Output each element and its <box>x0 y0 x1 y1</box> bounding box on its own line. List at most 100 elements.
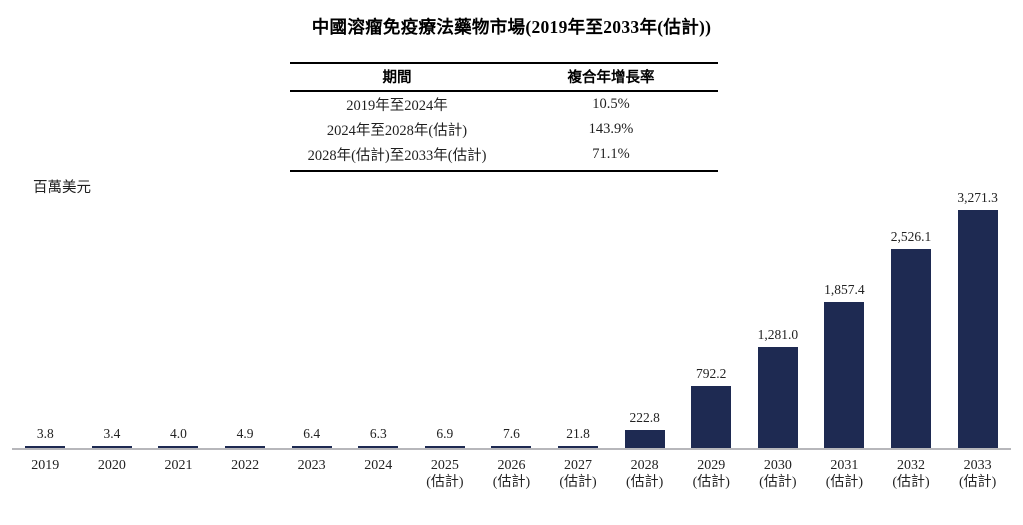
year-label: 2028 <box>630 458 659 473</box>
bar-value-label: 6.9 <box>436 426 454 441</box>
bar-column-2032: 2,526.1 <box>878 190 945 448</box>
period-cell: 2028年(估計)至2033年(估計) <box>290 142 504 172</box>
cagr-table-header-period: 期間 <box>290 62 504 92</box>
bar <box>158 446 199 448</box>
period-cell: 2024年至2028年(估計) <box>326 123 468 139</box>
x-axis-label-2032: 2032 (估計) <box>878 457 945 491</box>
x-axis-label-2027: 2027 (估計) <box>545 457 612 491</box>
year-label: 2025 <box>430 458 459 473</box>
bar-value-label: 222.8 <box>629 410 660 426</box>
bar-column-2023: 6.4 <box>278 190 345 448</box>
bar-column-2029: 792.2 <box>678 190 745 448</box>
bar-value-label: 7.6 <box>503 426 520 441</box>
estimate-label: (估計) <box>492 475 531 490</box>
bar-value-label: 2,526.1 <box>890 228 932 244</box>
year-label: 2033 <box>963 458 992 473</box>
estimate-label: (估計) <box>692 475 730 490</box>
year-label: 2024 <box>364 458 393 473</box>
year-label: 2030 <box>763 458 792 473</box>
estimate-label: (估計) <box>625 475 664 490</box>
x-axis-label-2020: 2020 <box>79 457 146 491</box>
bar-chart-plot-area: 3.8 3.4 4.0 4.9 6.4 6.3 6.9 7.6 21.8 222.8 792.2 1,… <box>12 190 1011 450</box>
bar-column-2028: 222.8 <box>611 190 678 448</box>
x-axis-label-2026: 2026 (估計) <box>478 457 545 491</box>
cagr-table-header-row: 期間 複合年增長率 <box>290 62 718 92</box>
bar-value-label: 6.3 <box>369 426 387 441</box>
estimate-label: (估計) <box>426 475 464 490</box>
bar <box>824 301 865 448</box>
x-axis-label-2033: 2033 (估計) <box>944 457 1011 491</box>
cagr-cell: 71.1% <box>504 142 718 172</box>
estimate-label: (估計) <box>958 475 997 490</box>
bar-value-label: 4.0 <box>170 426 187 441</box>
bar <box>624 430 665 448</box>
bar <box>491 446 532 448</box>
table-row: 2028年(估計)至2033年(估計) 71.1% <box>290 142 718 172</box>
bar <box>25 446 66 448</box>
period-cell: 2019年至2024年 <box>346 98 448 114</box>
bar-value-label: 3,271.3 <box>957 190 998 205</box>
bar <box>691 385 732 448</box>
bar <box>957 210 998 448</box>
year-label: 2023 <box>297 458 326 473</box>
x-axis-label-2024: 2024 <box>345 457 412 491</box>
year-label: 2019 <box>31 458 60 473</box>
cagr-table-header-cagr: 複合年增長率 <box>504 62 718 92</box>
year-label: 2021 <box>164 458 193 473</box>
bar-value-label: 4.9 <box>236 426 254 441</box>
bar <box>91 446 132 448</box>
bar <box>424 446 465 448</box>
x-axis-label-2030: 2030 (估計) <box>745 457 812 491</box>
cagr-cell: 10.5% <box>592 96 630 112</box>
year-label: 2026 <box>497 458 526 473</box>
bar <box>225 446 266 448</box>
bar-column-2031: 1,857.4 <box>811 190 878 448</box>
year-label: 2027 <box>564 458 593 473</box>
x-axis-label-2023: 2023 <box>278 457 345 491</box>
table-row: 2019年至2024年 10.5% <box>290 91 718 117</box>
bar-column-2024: 6.3 <box>345 190 412 448</box>
cagr-cell: 143.9% <box>588 121 634 137</box>
y-axis-unit-label: 百萬美元 <box>33 180 91 196</box>
bar <box>757 347 798 448</box>
bar-column-2033: 3,271.3 <box>944 190 1011 448</box>
x-axis-label-2021: 2021 <box>145 457 212 491</box>
bar-column-2030: 1,281.0 <box>745 190 812 448</box>
x-axis-label-2025: 2025 (估計) <box>412 457 479 491</box>
x-axis-label-2022: 2022 <box>212 457 279 491</box>
bar <box>358 446 399 448</box>
bar-column-2027: 21.8 <box>545 190 612 448</box>
year-label: 2031 <box>830 458 859 473</box>
bar-column-2020: 3.4 <box>79 190 146 448</box>
year-label: 2022 <box>231 458 260 473</box>
bar-value-label: 3.8 <box>36 426 54 441</box>
bar-value-label: 1,857.4 <box>824 281 865 297</box>
bar-value-label: 3.4 <box>103 426 121 441</box>
year-label: 2029 <box>697 458 726 473</box>
bar-value-label: 792.2 <box>696 365 727 381</box>
chart-title: 中國溶瘤免疫療法藥物市場(2019年至2033年(估計)) <box>311 17 712 37</box>
bar-value-label: 6.4 <box>303 426 321 441</box>
x-axis-label-2031: 2031 (估計) <box>811 457 878 491</box>
cagr-table: 期間 複合年增長率 2019年至2024年 10.5% 2024年至2028年(… <box>290 62 718 172</box>
bar-column-2022: 4.9 <box>212 190 279 448</box>
bar-column-2025: 6.9 <box>412 190 479 448</box>
bar-value-label: 1,281.0 <box>757 327 799 342</box>
bar-column-2026: 7.6 <box>478 190 545 448</box>
bar-column-2019: 3.8 <box>12 190 79 448</box>
table-row: 2024年至2028年(估計) 143.9% <box>290 117 718 142</box>
estimate-label: (估計) <box>559 475 597 490</box>
year-label: 2032 <box>897 458 926 473</box>
x-axis-labels: 2019 2020 2021 2022 2023 2024 2025 (估計) 2026 (估計)… <box>12 457 1011 491</box>
x-axis-label-2029: 2029 (估計) <box>678 457 745 491</box>
bar-column-2021: 4.0 <box>145 190 212 448</box>
x-axis-label-2019: 2019 <box>12 457 79 491</box>
bar <box>891 248 932 448</box>
estimate-label: (估計) <box>892 475 930 490</box>
year-label: 2020 <box>97 458 126 473</box>
bar-value-label: 21.8 <box>566 426 590 441</box>
estimate-label: (估計) <box>825 475 864 490</box>
estimate-label: (估計) <box>759 475 797 490</box>
bar <box>291 446 332 448</box>
